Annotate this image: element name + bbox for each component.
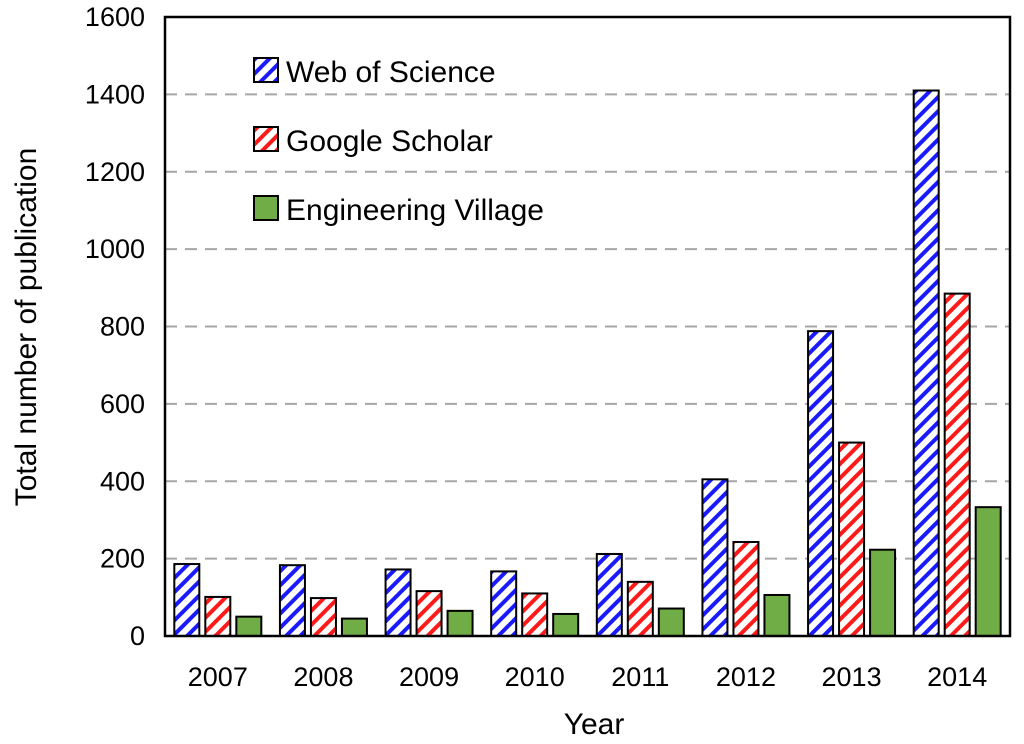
y-axis-title: Total number of publication	[10, 148, 43, 507]
bar-engineering-village-2013	[869, 548, 897, 637]
legend: Web of Science Google Scholar Engineerin…	[253, 56, 544, 227]
bar-google-scholar-2008	[309, 597, 337, 637]
bar-engineering-village-2014	[974, 506, 1002, 637]
x-tick-label: 2011	[611, 662, 669, 692]
x-axis-ticks: 2007 2008 2009 2010 2011 2012 2013 2014	[188, 662, 987, 692]
x-tick-label: 2009	[399, 662, 459, 692]
bar-engineering-village-2007	[235, 615, 263, 637]
bar-engineering-village-2011	[657, 607, 685, 637]
bar-google-scholar-2007	[204, 595, 232, 637]
legend-item-engineering-village: Engineering Village	[253, 194, 544, 227]
legend-swatch-web-of-science	[253, 57, 279, 83]
bar-web-of-science-2012	[701, 478, 729, 637]
y-tick-label: 800	[100, 312, 145, 342]
bar-web-of-science-2013	[807, 330, 835, 637]
legend-label-google-scholar: Google Scholar	[286, 125, 493, 158]
bar-google-scholar-2012	[732, 540, 760, 638]
legend-label-web-of-science: Web of Science	[286, 56, 496, 89]
y-tick-label: 400	[100, 466, 145, 496]
bar-engineering-village-2010	[552, 612, 580, 637]
bar-web-of-science-2014	[912, 89, 940, 638]
y-tick-label: 0	[130, 621, 145, 651]
x-tick-label: 2013	[822, 662, 882, 692]
bar-web-of-science-2009	[384, 568, 412, 638]
bar-web-of-science-2010	[490, 570, 518, 637]
y-tick-label: 1200	[85, 157, 145, 187]
x-tick-label: 2012	[716, 662, 776, 692]
bar-google-scholar-2014	[943, 292, 971, 637]
bar-engineering-village-2008	[340, 617, 368, 638]
bar-engineering-village-2012	[763, 593, 791, 638]
bar-web-of-science-2008	[278, 564, 306, 638]
x-tick-label: 2007	[188, 662, 248, 692]
y-tick-label: 600	[100, 389, 145, 419]
bar-google-scholar-2009	[415, 590, 443, 637]
gridlines	[165, 93, 1010, 560]
legend-swatch-google-scholar	[253, 126, 279, 152]
bar-google-scholar-2010	[521, 592, 549, 637]
legend-item-web-of-science: Web of Science	[253, 56, 496, 89]
legend-label-engineering-village: Engineering Village	[286, 194, 544, 227]
y-tick-label: 200	[100, 544, 145, 574]
legend-item-google-scholar: Google Scholar	[253, 125, 493, 158]
bar-web-of-science-2007	[173, 563, 201, 638]
y-tick-label: 1600	[85, 2, 145, 32]
x-tick-label: 2010	[505, 662, 565, 692]
bar-google-scholar-2013	[838, 441, 866, 637]
legend-swatch-engineering-village	[253, 195, 279, 221]
x-tick-label: 2014	[927, 662, 987, 692]
bar-google-scholar-2011	[626, 580, 654, 638]
y-tick-label: 1000	[85, 234, 145, 264]
y-tick-label: 1400	[85, 79, 145, 109]
x-tick-label: 2008	[293, 662, 353, 692]
plot-area-frame	[163, 15, 1012, 638]
x-axis-title: Year	[564, 708, 625, 741]
bar-web-of-science-2011	[595, 552, 623, 637]
y-axis-ticks: 0 200 400 600 800 1000 1200 1400 1600	[85, 2, 145, 651]
bar-engineering-village-2009	[446, 609, 474, 638]
